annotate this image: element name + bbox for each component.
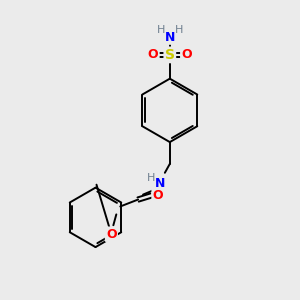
Text: H: H	[147, 173, 155, 183]
Text: O: O	[181, 48, 192, 62]
Text: N: N	[155, 177, 165, 190]
Text: O: O	[148, 48, 158, 62]
Text: S: S	[165, 48, 175, 62]
Text: H: H	[157, 25, 165, 35]
Text: H: H	[175, 25, 183, 35]
Text: N: N	[165, 31, 175, 44]
Text: O: O	[106, 228, 117, 241]
Text: O: O	[153, 189, 163, 202]
